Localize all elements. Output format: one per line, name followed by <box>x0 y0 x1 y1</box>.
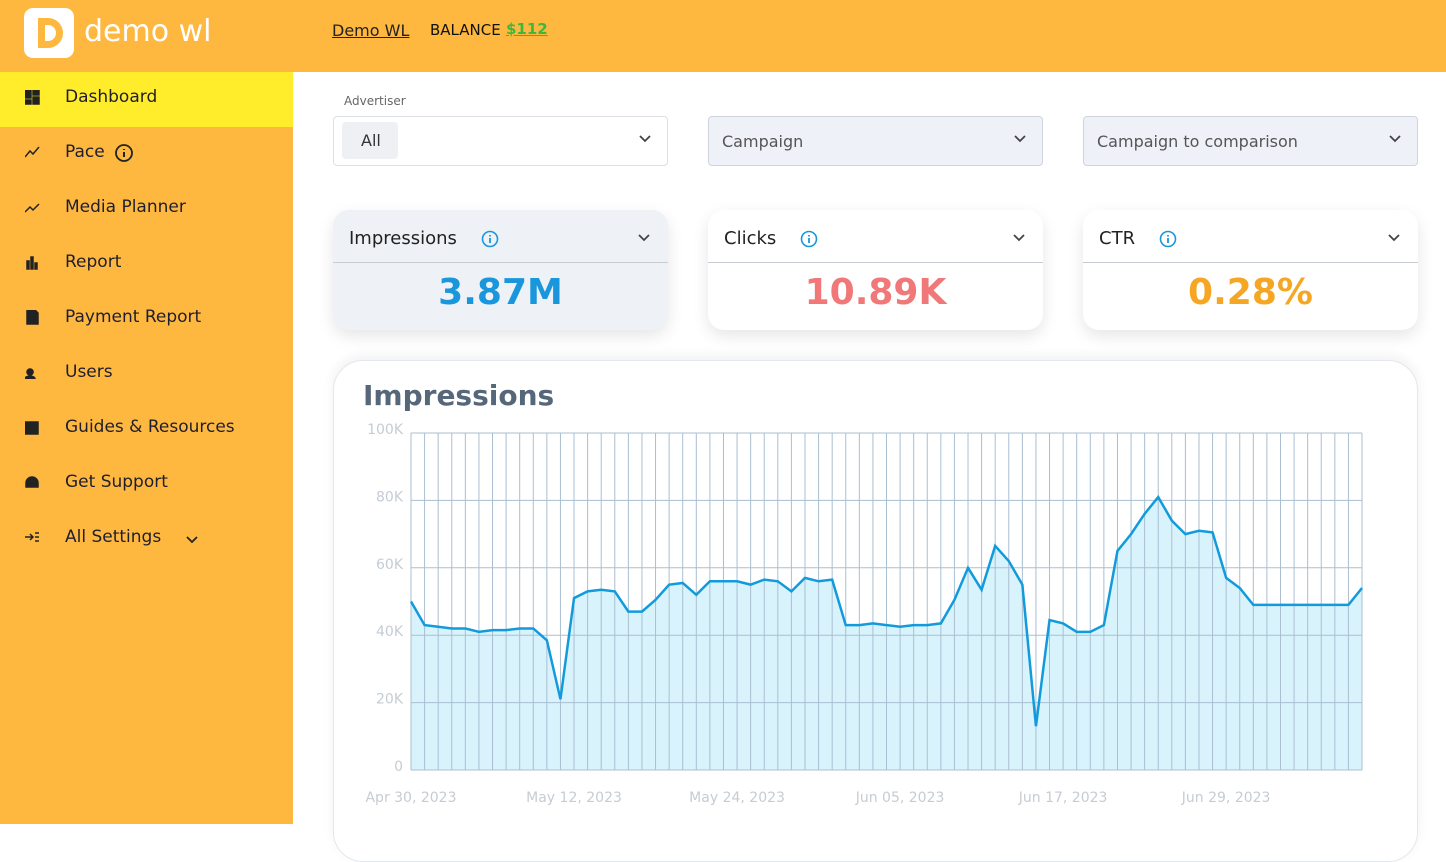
kpi-value: 3.87M <box>438 272 563 313</box>
divider <box>333 262 668 263</box>
icon-shape <box>26 256 38 270</box>
nav-item[interactable]: All Settings <box>0 512 293 567</box>
kpi-name: Impressions <box>349 228 457 249</box>
kpi-value: 0.28% <box>1188 272 1313 313</box>
chevron[interactable] <box>1388 234 1400 242</box>
nav-item[interactable]: Users <box>0 347 293 402</box>
nav-icon <box>25 421 39 435</box>
nav-label: Media Planner <box>65 197 186 217</box>
nav-label: All Settings <box>65 527 162 547</box>
header: demo wl Demo WL BALANCE $112 <box>0 0 1446 72</box>
c <box>1013 234 1025 242</box>
icon-shape <box>25 90 40 105</box>
x-tick-label: Jun 17, 2023 <box>1018 790 1108 806</box>
c <box>1388 234 1400 242</box>
advertiser-label: Advertiser <box>344 94 406 108</box>
divider <box>708 262 1043 263</box>
x-tick-label: May 24, 2023 <box>689 790 785 806</box>
brand: demo wl <box>84 14 212 49</box>
y-tick-label: 20K <box>376 692 404 708</box>
nav-label: Users <box>65 362 113 382</box>
comparison-select[interactable]: Campaign to comparison <box>1083 116 1418 166</box>
chevron <box>1014 135 1026 143</box>
balance[interactable]: $112 <box>506 20 548 38</box>
balance-label: BALANCE <box>430 21 501 39</box>
nav-item[interactable]: Get Support <box>0 457 293 512</box>
icon-shape <box>26 310 39 325</box>
ring <box>1159 230 1177 248</box>
chip <box>342 122 398 159</box>
nav-label: Dashboard <box>65 87 158 107</box>
nav-item[interactable]: Payment Report <box>0 292 293 347</box>
c <box>638 234 650 242</box>
logo-icon <box>24 8 74 58</box>
nav-icon <box>25 476 39 488</box>
nav-item[interactable]: Guides & Resources <box>0 402 293 457</box>
sidebar: Dashboard Pace Media Planner Report Payment … <box>0 72 293 824</box>
x-tick-label: Jun 05, 2023 <box>855 790 945 806</box>
nav-icon <box>26 256 38 270</box>
comparison-placeholder: Campaign to comparison <box>1097 132 1298 151</box>
kpi-card: CTR 0.28% <box>1083 210 1418 330</box>
advertiser-select[interactable]: All <box>333 116 668 166</box>
c <box>186 536 198 544</box>
kpi-card: Clicks 10.89K <box>708 210 1043 330</box>
advertiser-value: All <box>361 131 381 150</box>
nav-item[interactable]: Dashboard <box>0 72 293 127</box>
nav-label: Report <box>65 252 122 272</box>
info-icon <box>800 230 818 248</box>
nav-label: Payment Report <box>65 307 202 327</box>
icon-shape <box>25 532 39 542</box>
nav-icon <box>25 368 36 380</box>
nav-icon <box>26 310 39 325</box>
nav-icon <box>25 532 39 542</box>
kpi-name: Clicks <box>724 228 777 249</box>
campaign-select[interactable]: Campaign <box>708 116 1043 166</box>
nav-item[interactable]: Report <box>0 237 293 292</box>
icon-shape <box>25 203 40 213</box>
kpi-value: 10.89K <box>804 272 947 313</box>
y-tick-label: 0 <box>394 759 403 775</box>
chevron[interactable] <box>638 234 650 242</box>
nav-label: Guides & Resources <box>65 417 235 437</box>
y-tick-label: 60K <box>376 557 404 573</box>
y-tick-label: 40K <box>376 624 404 640</box>
icon-shape <box>25 421 39 435</box>
info-icon <box>115 144 133 162</box>
x-tick-label: May 12, 2023 <box>526 790 622 806</box>
x-tick-label: Jun 29, 2023 <box>1181 790 1271 806</box>
account-link[interactable]: Demo WL <box>332 21 410 40</box>
icon-shape <box>25 476 39 488</box>
campaign-placeholder: Campaign <box>722 132 804 151</box>
nav-icon <box>25 90 40 105</box>
y-tick-label: 80K <box>376 489 404 505</box>
nav-item[interactable]: Media Planner <box>0 182 293 237</box>
ring <box>115 144 133 162</box>
nav-label: Get Support <box>65 472 168 492</box>
icon-shape <box>25 368 36 380</box>
icon-shape <box>25 146 40 158</box>
nav-icon <box>25 203 40 213</box>
chevron <box>186 536 198 544</box>
kpi-card: Impressions 3.87M <box>333 210 668 330</box>
chevron <box>639 135 651 143</box>
info-icon <box>1159 230 1177 248</box>
ring <box>800 230 818 248</box>
info-icon <box>481 230 499 248</box>
y-tick-label: 100K <box>367 422 404 438</box>
chevron <box>1389 135 1401 143</box>
nav-label: Pace <box>65 142 105 162</box>
chart: Impressions 0 20K 40K 60K 80K 100K Apr 30, 202… <box>363 379 1363 806</box>
ring <box>481 230 499 248</box>
kpi-name: CTR <box>1099 228 1136 249</box>
nav-item[interactable]: Pace <box>0 127 293 182</box>
chevron[interactable] <box>1013 234 1025 242</box>
chart-title: Impressions <box>363 379 554 412</box>
x-tick-label: Apr 30, 2023 <box>365 790 456 806</box>
divider <box>1083 262 1418 263</box>
nav-icon <box>25 146 40 158</box>
line <box>409 494 1363 727</box>
